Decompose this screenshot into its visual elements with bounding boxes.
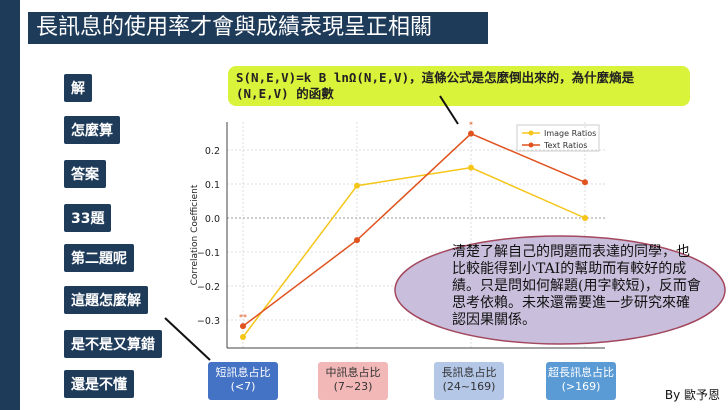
category-box: 超長訊息占比 (>169) xyxy=(546,362,616,400)
legend-marker xyxy=(528,130,534,136)
legend-box xyxy=(516,124,600,152)
y-tick-label: 0.2 xyxy=(205,146,220,157)
significance-mark: ** xyxy=(239,313,247,322)
question-button[interactable]: 第二題呢 xyxy=(64,244,134,272)
data-point xyxy=(582,179,588,186)
y-tick-label: −0.1 xyxy=(197,248,220,259)
question-button[interactable]: 答案 xyxy=(64,160,106,188)
category-box: 中訊息占比 (7~23) xyxy=(318,362,388,400)
category-name: 超長訊息占比 xyxy=(548,366,614,379)
annotation-text: 清楚了解自己的問題而表達的同學，也比較能得到小TAI的幫助而有較好的成績。只是問… xyxy=(452,244,701,328)
data-point xyxy=(468,130,474,137)
category-box: 短訊息占比 (<7) xyxy=(208,362,278,400)
significance-mark: * xyxy=(469,121,473,130)
arrow-line xyxy=(439,95,459,125)
category-name: 中訊息占比 xyxy=(325,366,381,379)
byline: By 歐予恩 xyxy=(664,388,720,402)
question-button[interactable]: 33題 xyxy=(64,204,112,232)
data-point xyxy=(354,237,360,244)
category-name: 長訊息占比 xyxy=(441,366,497,379)
category-range: (>169) xyxy=(561,380,601,393)
y-tick-label: −0.3 xyxy=(197,316,220,327)
question-callout: S(N,E,V)=k B lnΩ(N,E,V)，這條公式是怎麼倒出來的，為什麼熵… xyxy=(228,66,690,106)
question-button[interactable]: 解 xyxy=(64,74,92,102)
question-button[interactable]: 還是不懂 xyxy=(64,370,134,398)
y-axis-label: Correlation Coefficient xyxy=(190,184,200,285)
question-button[interactable]: 這題怎麼解 xyxy=(64,286,148,314)
arrow-line xyxy=(164,317,211,361)
question-button[interactable]: 怎麼算 xyxy=(64,116,120,144)
category-range: (7~23) xyxy=(333,380,373,393)
category-range: (<7) xyxy=(230,380,256,393)
data-point xyxy=(354,182,360,189)
data-point xyxy=(240,323,246,330)
data-point xyxy=(582,215,588,221)
series-line xyxy=(242,166,586,338)
series-line xyxy=(242,132,586,327)
legend-label: Image Ratios xyxy=(544,129,596,138)
slide-title: 長訊息的使用率才會與成績表現呈正相關 xyxy=(28,12,488,44)
question-button[interactable]: 是不是又算錯 xyxy=(64,330,162,358)
category-box: 長訊息占比 (24~169) xyxy=(434,362,504,400)
y-tick-label: 0.0 xyxy=(205,214,220,225)
data-point xyxy=(468,164,474,171)
y-tick-label: −0.2 xyxy=(197,282,220,293)
category-range: (24~169) xyxy=(442,380,496,393)
data-point xyxy=(240,334,246,340)
legend-marker xyxy=(528,142,534,148)
side-stripe xyxy=(0,0,20,410)
legend-label: Text Ratios xyxy=(543,141,587,150)
category-name: 短訊息占比 xyxy=(215,366,271,379)
y-tick-label: 0.1 xyxy=(205,180,220,191)
